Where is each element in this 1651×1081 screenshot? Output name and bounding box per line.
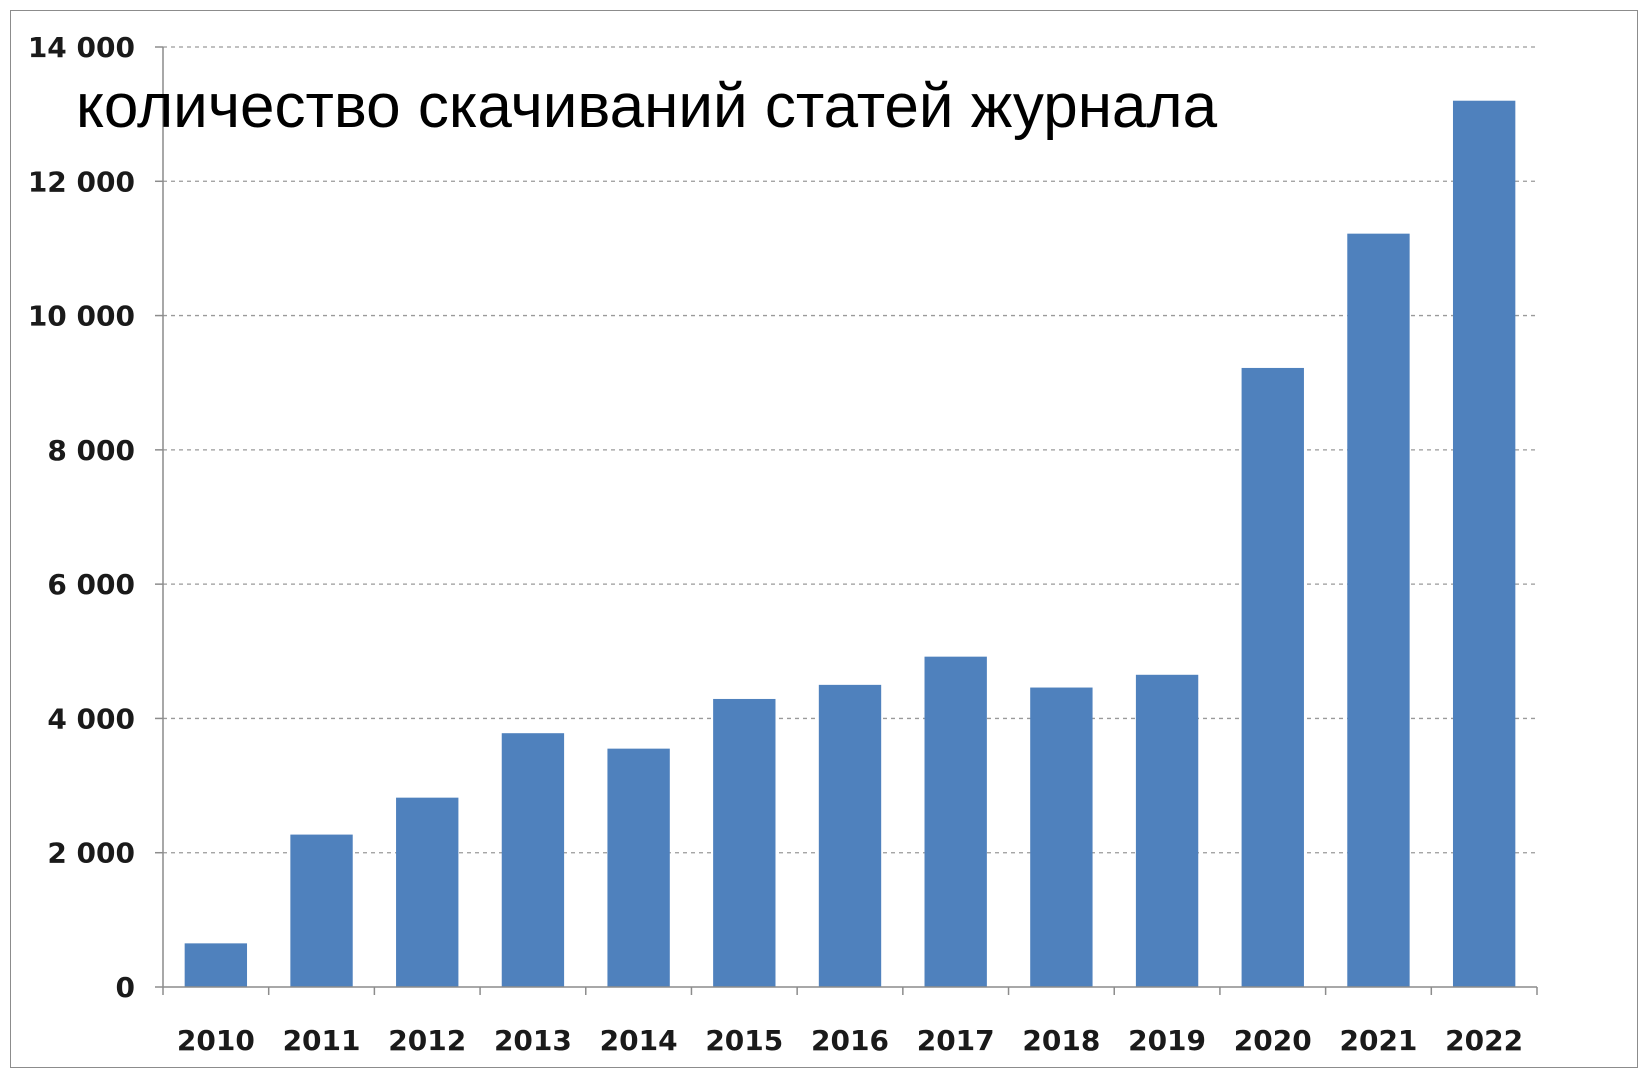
y-tick-label: 0: [116, 971, 135, 1004]
bar-2013: [501, 733, 565, 987]
bar-2010: [184, 943, 248, 987]
y-tick-label: 2 000: [47, 837, 135, 870]
bar-2016: [818, 684, 882, 987]
y-tick-label: 6 000: [47, 568, 135, 601]
x-tick-label: 2022: [1445, 1024, 1523, 1057]
x-tick-label: 2015: [705, 1024, 783, 1057]
chart-title: количество скачиваний статей журнала: [76, 72, 1218, 141]
x-tick-label: 2013: [494, 1024, 572, 1057]
x-tick-label: 2016: [811, 1024, 889, 1057]
bar-2021: [1347, 233, 1410, 987]
x-tick-labels: 2010 2011 2012 2013 2014 2015 2016 2017 2018 2019…: [177, 1024, 1523, 1057]
x-tick-label: 2021: [1339, 1024, 1417, 1057]
y-tick-label: 12 000: [28, 165, 135, 198]
bar-2018: [1030, 687, 1093, 987]
x-tick-label: 2018: [1022, 1024, 1100, 1057]
x-tick-label: 2014: [600, 1024, 678, 1057]
bar-2012: [396, 797, 459, 987]
bar-2020: [1241, 367, 1304, 987]
bar-2011: [290, 834, 353, 987]
x-tick-label: 2011: [283, 1024, 361, 1057]
x-tick-label: 2020: [1234, 1024, 1312, 1057]
bar-2017: [924, 656, 987, 987]
x-tick-label: 2010: [177, 1024, 255, 1057]
x-tick-label: 2012: [388, 1024, 466, 1057]
y-tick-label: 4 000: [47, 702, 135, 735]
y-tick-label: 10 000: [28, 300, 135, 333]
bars: [184, 100, 1516, 987]
bar-2022: [1452, 100, 1516, 987]
y-tick-label: 8 000: [47, 434, 135, 467]
y-tick-labels: 0 2 000 4 000 6 000 8 000 10 000 12 000 14 000: [28, 31, 135, 1004]
bar-2015: [713, 698, 776, 987]
x-tick-label: 2017: [917, 1024, 995, 1057]
bar-2014: [607, 748, 670, 987]
axes: [155, 46, 1538, 995]
y-tick-label: 14 000: [28, 31, 135, 64]
bar-2019: [1135, 674, 1199, 987]
gridlines: [163, 46, 1537, 854]
x-tick-label: 2019: [1128, 1024, 1206, 1057]
